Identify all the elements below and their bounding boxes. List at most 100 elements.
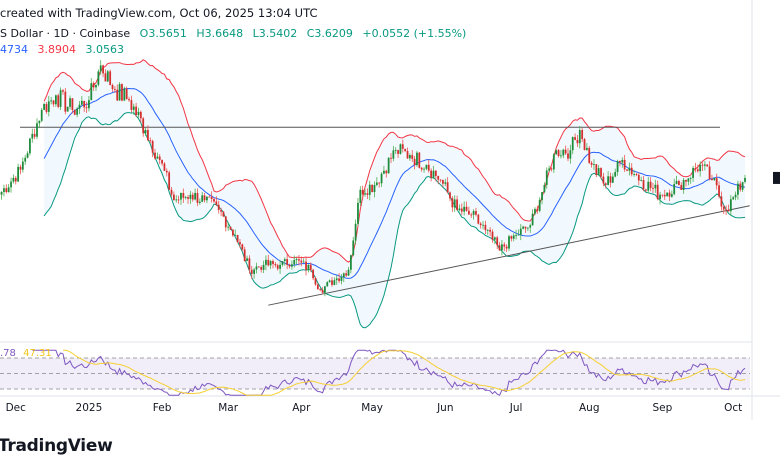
candle [177, 199, 180, 201]
candle [576, 139, 579, 144]
candle [536, 208, 539, 211]
candle [470, 214, 473, 216]
candle [699, 164, 702, 172]
candle [744, 177, 746, 182]
candle [656, 184, 659, 200]
chart-credit: created with TradingView.com, Oct 06, 20… [0, 6, 318, 20]
candle [399, 144, 402, 154]
rsi-value: .78 [0, 348, 16, 359]
candle [392, 150, 395, 159]
candle [231, 229, 234, 236]
candle [298, 259, 300, 261]
candle [97, 71, 100, 85]
candle [62, 90, 64, 92]
x-tick-label: Oct [724, 402, 743, 414]
candle [149, 140, 152, 142]
candle [12, 177, 15, 182]
candle [463, 206, 466, 212]
symbol-legend: S Dollar · 1D · Coinbase O3.5651 H3.6648… [0, 27, 466, 40]
candle [555, 150, 558, 155]
candle [125, 88, 128, 100]
candle [472, 211, 475, 215]
candle [652, 188, 654, 189]
candle [621, 159, 624, 163]
candle [290, 264, 293, 267]
candle [36, 123, 38, 137]
candle [364, 193, 366, 195]
candle [491, 231, 494, 240]
candle [220, 209, 222, 212]
candle [309, 264, 312, 270]
candle [614, 171, 617, 177]
candle [113, 89, 116, 90]
candle [361, 189, 364, 195]
candle [557, 150, 560, 157]
candle [139, 111, 142, 119]
candle [418, 152, 421, 168]
candle [265, 259, 267, 265]
candle [531, 213, 534, 226]
candle [274, 263, 277, 266]
candle [501, 244, 503, 251]
candle [408, 155, 411, 159]
candle [170, 189, 173, 195]
candle [57, 95, 60, 107]
candle [335, 278, 338, 281]
candle [54, 95, 57, 105]
candle [338, 278, 340, 281]
bb-upper-value: 3.8904 [37, 43, 77, 56]
candle [90, 83, 93, 101]
candle [95, 84, 97, 88]
candle [737, 183, 739, 195]
bollinger-basis-line [43, 87, 746, 279]
candle [269, 261, 272, 266]
candle [132, 106, 135, 110]
candle [446, 182, 449, 193]
candle [519, 228, 522, 235]
candle [21, 161, 24, 170]
candle [595, 164, 598, 175]
candle [465, 206, 468, 211]
x-tick-label: Jun [437, 402, 454, 414]
x-tick-label: Sep [652, 402, 673, 414]
candle [255, 266, 258, 270]
candle [5, 188, 8, 193]
bollinger-legend: 4734 3.8904 3.0563 [0, 43, 124, 56]
candle [373, 184, 376, 192]
candle [729, 199, 732, 212]
candle [102, 65, 104, 74]
candle [567, 153, 569, 159]
candle [71, 98, 74, 110]
x-tick-label: Apr [292, 402, 311, 414]
candle [571, 137, 574, 151]
candle [668, 192, 671, 197]
candle [40, 109, 43, 121]
candle [7, 187, 10, 193]
candle [349, 255, 352, 270]
candle [208, 196, 211, 198]
candle [732, 197, 735, 200]
candle [529, 225, 532, 228]
candle [387, 157, 390, 174]
symbol-name[interactable]: S Dollar · 1D · Coinbase [0, 27, 131, 40]
candle [262, 264, 265, 270]
candle [637, 174, 640, 181]
candle [694, 167, 697, 170]
candle [505, 246, 508, 249]
candle [19, 166, 22, 170]
candle [189, 194, 192, 199]
candle [59, 90, 62, 107]
candle [475, 211, 477, 215]
candle [201, 195, 204, 202]
x-tick-label: Dec [5, 402, 26, 414]
candle [305, 261, 307, 270]
candle [564, 149, 567, 154]
candle [99, 65, 102, 72]
candle [569, 150, 572, 159]
candle [307, 264, 310, 270]
candle [154, 152, 156, 159]
rsi-legend: .78 47.31 [0, 348, 52, 359]
candle [272, 261, 274, 264]
candle [581, 130, 584, 140]
